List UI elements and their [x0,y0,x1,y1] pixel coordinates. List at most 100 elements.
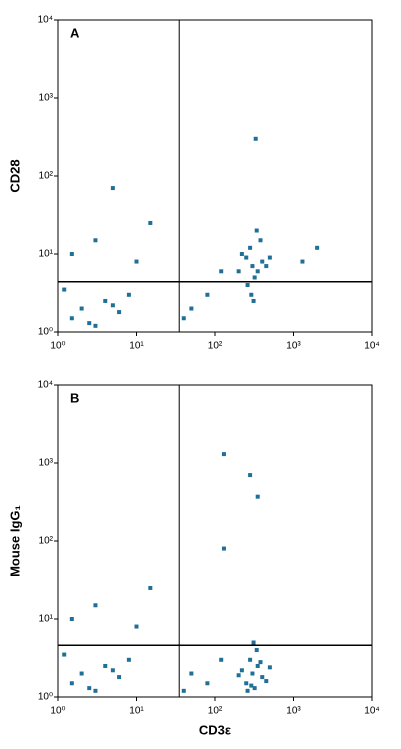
point [221,546,226,551]
point [239,252,244,256]
y-tick-label: 10⁰ [38,692,53,703]
point [69,681,74,686]
point [87,321,92,326]
point [148,585,153,590]
point [250,671,255,676]
point [267,255,272,260]
point [250,264,255,269]
point [252,275,257,280]
x-tick-label: 10³ [286,341,301,352]
point [254,648,259,653]
x-tick-label: 10² [208,706,223,717]
point [260,259,265,264]
point [219,657,224,662]
point [79,671,84,676]
point [93,238,98,243]
point [258,660,263,665]
y-tick-label: 10¹ [39,249,54,260]
point [126,657,131,662]
point [110,668,115,673]
point [103,663,108,668]
y-axis-label: Mouse IgG₁ [7,505,22,577]
point [103,298,108,303]
point [249,683,254,688]
point [93,688,98,693]
point [236,269,241,274]
point [189,671,194,676]
point [244,681,249,686]
point [260,675,265,680]
point [189,306,194,311]
y-tick-label: 10³ [39,93,54,104]
point [87,686,92,691]
point [221,452,226,457]
point [253,136,258,141]
panel-label: B [70,390,79,405]
point [110,186,115,191]
point [267,665,272,670]
point [264,679,269,684]
point [62,287,67,292]
point [255,494,260,499]
point [181,688,186,693]
point [69,316,74,321]
x-tick-label: 10³ [286,706,301,717]
point [258,238,263,243]
point [134,624,139,629]
point [248,245,253,250]
panel-label: A [70,25,80,40]
point [249,292,254,297]
point [126,292,131,297]
point [239,668,244,673]
point [248,473,253,478]
x-tick-label: 10⁴ [364,341,379,352]
point [251,298,256,303]
point [251,640,256,645]
point [244,255,249,260]
point [205,681,210,686]
x-tick-label: 10⁰ [50,341,65,352]
y-tick-label: 10³ [39,458,54,469]
point [117,310,122,315]
point [255,663,260,668]
point [245,688,250,693]
point [219,269,224,274]
point [205,292,210,297]
point [254,228,259,233]
x-tick-label: 10¹ [129,706,144,717]
point [252,686,257,691]
point [134,259,139,264]
point [110,303,115,308]
point [300,259,305,264]
point [255,269,260,274]
point [248,657,253,662]
point [181,316,186,321]
y-tick-label: 10⁰ [38,327,53,338]
point [117,675,122,680]
point [264,264,269,269]
point [93,323,98,328]
point [69,617,74,621]
point [93,603,98,608]
x-tick-label: 10⁰ [50,706,65,717]
y-tick-label: 10² [39,536,54,547]
y-tick-label: 10⁴ [38,15,53,26]
point [62,652,67,657]
y-tick-label: 10² [39,171,54,182]
point [245,283,250,288]
point [236,673,241,678]
point [315,245,320,250]
y-axis-label: CD28 [7,159,22,192]
y-tick-label: 10¹ [39,614,54,625]
x-tick-label: 10⁴ [364,706,379,717]
plot-frame [57,384,373,698]
y-tick-label: 10⁴ [38,380,53,391]
point [148,220,153,225]
point [79,306,84,311]
x-tick-label: 10¹ [129,341,144,352]
point [69,252,74,256]
plot-frame [57,19,373,333]
x-tick-label: 10² [208,341,223,352]
x-axis-label: CD3ε [199,722,231,737]
